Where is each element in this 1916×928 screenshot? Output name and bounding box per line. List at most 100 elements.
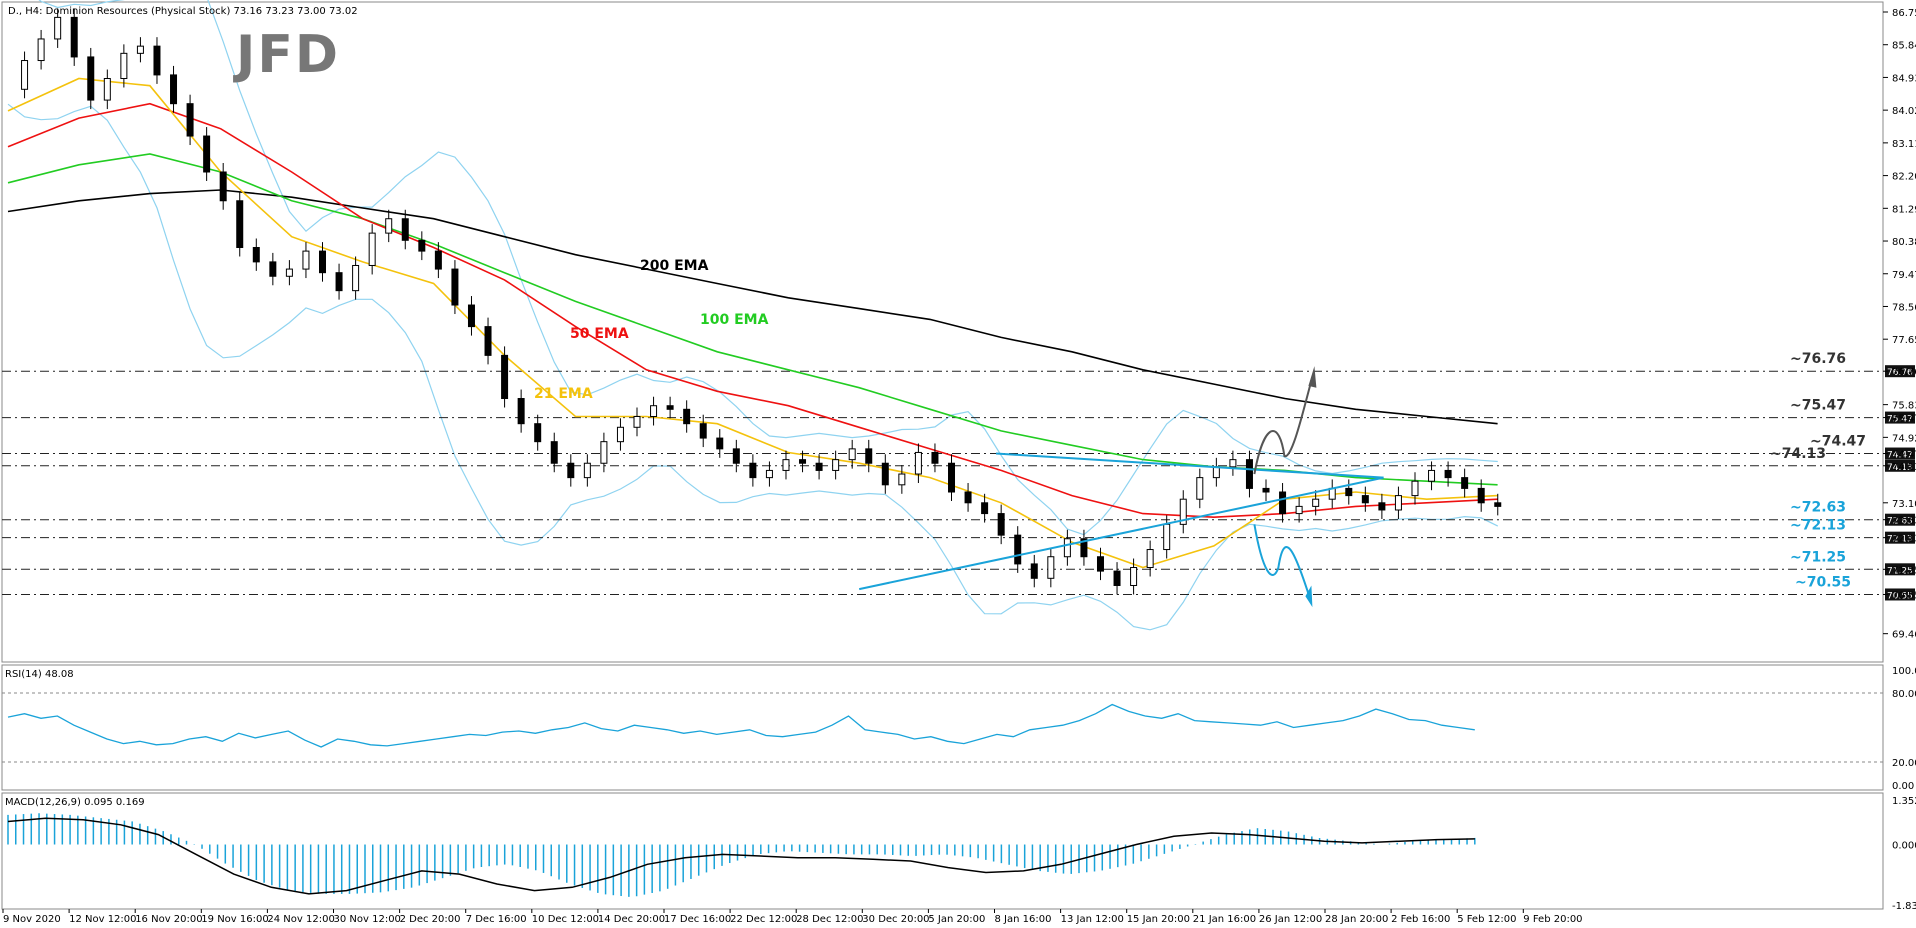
candle-bearish — [749, 462, 757, 479]
time-tick-label: 24 Nov 12:00 — [267, 914, 334, 925]
candle-bullish — [650, 405, 658, 417]
price-tick-label: 75.47 — [1892, 414, 1916, 425]
candle-bullish — [1163, 523, 1171, 551]
ema-label: 21 EMA — [534, 386, 593, 402]
candle-bearish — [401, 218, 409, 241]
candle-bullish — [898, 473, 906, 486]
candle-bullish — [1179, 498, 1187, 525]
price-tick-label: 75.83 — [1892, 401, 1916, 412]
time-tick-label: 7 Dec 16:00 — [466, 914, 527, 925]
candle-bullish — [285, 268, 293, 277]
candle-bullish — [103, 78, 111, 101]
candle-bearish — [484, 326, 492, 356]
candle-bearish — [567, 462, 575, 479]
candle-bearish — [1279, 491, 1287, 515]
price-panel-frame — [1, 1, 1884, 663]
candle-bearish — [683, 408, 691, 425]
candle-bearish — [252, 247, 260, 263]
candle-bullish — [120, 52, 128, 80]
candle-bearish — [997, 513, 1005, 536]
candle-bullish — [914, 451, 922, 475]
time-tick-label: 16 Nov 20:00 — [135, 914, 202, 925]
bearish-scenario-arrow — [1253, 524, 1312, 601]
level-price-box-text: 74.47 — [1887, 451, 1913, 461]
level-price-box-text: 71.25 — [1887, 566, 1913, 576]
candle-bullish — [616, 426, 624, 443]
candle-bullish — [1295, 505, 1303, 515]
candle-bullish — [782, 459, 790, 471]
level-labels: ~76.76 ~75.47 ~74.47~74.13 ~72.63 ~72.13 ~71.… — [1770, 351, 1866, 590]
candle-bullish — [1130, 567, 1138, 586]
candle-bearish — [1477, 487, 1485, 504]
ema-label: 100 EMA — [700, 312, 769, 328]
time-tick-label: 2 Feb 16:00 — [1391, 914, 1450, 925]
time-tick-label: 2 Dec 20:00 — [400, 914, 461, 925]
candle-bearish — [1494, 502, 1502, 507]
price-tick-label: 74.13 — [1892, 462, 1916, 473]
level-price-box-text: 70.55 — [1887, 591, 1913, 601]
rsi-tick-label: 100.00 — [1892, 666, 1916, 677]
rsi-tick-label: 80.00 — [1892, 689, 1916, 700]
candle-bearish — [981, 502, 989, 515]
price-tick-label: 84.93 — [1892, 73, 1916, 84]
level-price-box — [1885, 588, 1915, 601]
price-tick-label: 76.76 — [1892, 367, 1916, 378]
candle-bearish — [1014, 534, 1022, 565]
macd-tick-label: 1.352 — [1892, 796, 1916, 807]
candle-bearish — [451, 268, 459, 306]
level-label: ~70.55 — [1795, 574, 1851, 590]
price-tick-label: 84.02 — [1892, 106, 1916, 117]
candle-bullish — [633, 415, 641, 428]
rsi-indicator: 100.00 80.00 20.00 0.00 — [2, 666, 1916, 792]
candle-bullish — [1212, 466, 1220, 479]
candle-bearish — [1361, 495, 1369, 504]
time-tick-label: 5 Feb 12:00 — [1457, 914, 1516, 925]
price-tick-label: 83.11 — [1892, 139, 1916, 150]
candle-bearish — [1378, 502, 1386, 511]
candle-bullish — [1047, 556, 1055, 579]
candle-bearish — [269, 261, 277, 277]
candle-bearish — [799, 459, 807, 464]
macd-tick-label: -1.837 — [1892, 901, 1916, 912]
candle-bearish — [153, 45, 161, 76]
level-label: ~74.47 — [1810, 434, 1866, 450]
candle-bearish — [550, 441, 558, 464]
time-tick-label: 28 Dec 12:00 — [796, 914, 863, 925]
rsi-tick-label: 20.00 — [1892, 758, 1916, 769]
candle-bearish — [1030, 563, 1038, 579]
candle-bullish — [1328, 487, 1336, 500]
time-tick-label: 26 Jan 12:00 — [1259, 914, 1322, 925]
candle-bullish — [583, 462, 591, 479]
time-tick-label: 10 Dec 12:00 — [532, 914, 599, 925]
level-price-box-text: 76.76 — [1887, 368, 1913, 378]
level-price-box-text: 74.13 — [1887, 463, 1913, 473]
candle-bearish — [70, 16, 78, 58]
candle-bullish — [600, 441, 608, 464]
candle-bearish — [1113, 570, 1121, 586]
candle-bearish — [170, 74, 178, 105]
candle-bullish — [848, 448, 856, 461]
candle-bearish — [1345, 487, 1353, 497]
candle-bearish — [1262, 487, 1270, 493]
time-tick-label: 13 Jan 12:00 — [1061, 914, 1124, 925]
price-axis: 86.75 85.84 84.93 84.02 83.11 82.20 81.29 80.38… — [1883, 8, 1916, 641]
rsi-panel-frame — [1, 664, 1884, 791]
time-tick-label: 28 Jan 20:00 — [1325, 914, 1388, 925]
ema-labels: 200 EMA 100 EMA 50 EMA 21 EMA — [534, 258, 769, 402]
time-tick-label: 30 Nov 12:00 — [334, 914, 401, 925]
level-price-box — [1885, 411, 1915, 424]
price-tick-label: 82.20 — [1892, 172, 1916, 183]
macd-panel-frame — [1, 792, 1884, 910]
candlesticks — [21, 8, 1502, 595]
ema-line — [7, 102, 1498, 519]
candle-bearish — [1080, 538, 1088, 558]
price-tick-label: 86.75 — [1892, 8, 1916, 19]
level-price-box — [1885, 513, 1915, 526]
macd-indicator: 1.352 0.000 -1.837 — [7, 796, 1916, 912]
candle-bullish — [352, 264, 360, 292]
level-price-box — [1885, 459, 1915, 472]
candle-bullish — [54, 16, 62, 40]
ema-label: 50 EMA — [570, 326, 629, 342]
